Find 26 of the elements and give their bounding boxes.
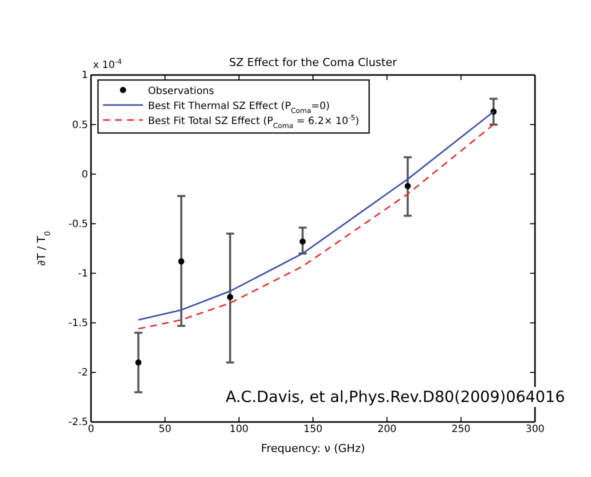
y-tick-label: 0.5 xyxy=(72,120,88,131)
x-tick-label: 300 xyxy=(525,424,545,436)
y-tick-label: 1 xyxy=(82,70,88,82)
x-tick-label: 150 xyxy=(303,424,323,436)
legend-label: Best Fit Total SZ Effect (P$_{Coma}$ = 6.2× 10$^{-5}$) xyxy=(148,114,360,130)
y-tick-label: 0 xyxy=(82,169,88,180)
y-tick-label: -0.5 xyxy=(68,218,88,230)
legend-label: Observations xyxy=(148,86,214,97)
point xyxy=(404,182,411,190)
legend-label: Best Fit Thermal SZ Effect (P$_{Coma}$=0) xyxy=(148,101,330,115)
text: x 10$^{-4}$ xyxy=(93,58,122,71)
point xyxy=(300,238,306,245)
y-tick-label: -2 xyxy=(78,368,88,379)
x-tick-label: 50 xyxy=(158,424,172,436)
y-tick-label: -1 xyxy=(78,268,88,280)
x-axis-title: Frequency: ν (GHz) xyxy=(260,442,366,455)
x-tick-label: 100 xyxy=(229,424,249,436)
annotation: A.C.Davis, et al,Phys.Rev.D80(2009)064016 xyxy=(226,388,565,406)
chart-title: SZ Effect for the Coma Cluster xyxy=(229,56,398,69)
y-tick-label: -1.5 xyxy=(68,318,88,330)
y-tick-label: -2.5 xyxy=(68,417,88,428)
point xyxy=(135,359,142,366)
point xyxy=(227,294,234,300)
x-tick-label: 200 xyxy=(377,424,397,436)
point xyxy=(178,258,184,264)
x-tick-label: 250 xyxy=(451,424,471,436)
